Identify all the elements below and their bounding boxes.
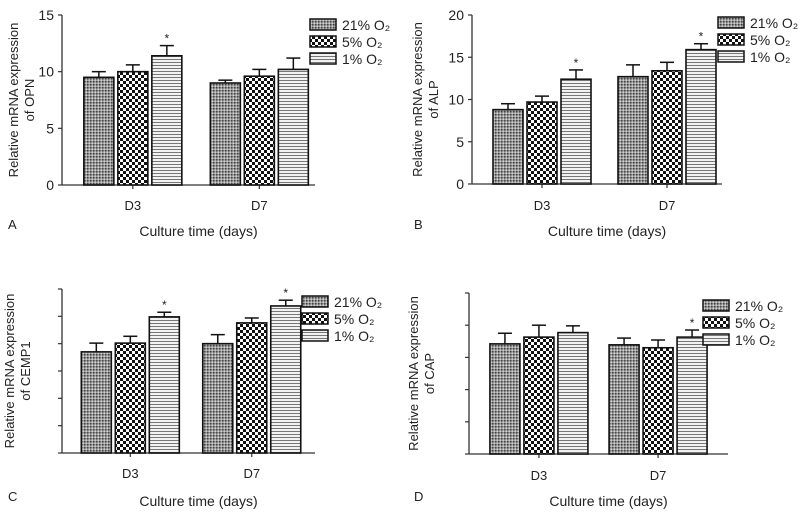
bar-d7-0 [201,342,234,454]
legend-swatch [717,16,745,29]
legend-label: 5% O₂ [735,315,775,331]
panel-c: Relative mRNA expression of CEMP1 D3 * D7 * Cu… [2,286,382,509]
bar-d3-2 [148,316,181,454]
y-tick-label: 0 [456,176,464,192]
legend-swatch [702,333,730,346]
x-axis-label: Culture time (days) [549,493,667,509]
significance-marker: * [165,32,170,46]
y-tick-label: 15 [38,7,54,23]
legend-label: 21% O₂ [342,17,390,33]
panel-b: 0 5 10 15 20 Relative mRNA expression of ALP D3… [410,7,798,239]
panel-a: 0 5 10 15 Relative mRNA expression of OPN D3 * D… [6,7,390,239]
legend-label: 1% O₂ [750,49,790,65]
panel-letter: C [8,489,17,504]
legend-swatch [309,52,337,65]
bar-d7-0 [617,75,649,185]
panel-letter: B [414,217,423,232]
significance-marker: * [699,30,704,44]
bar-d7-2 [277,68,310,186]
y-tick-label: 0 [46,177,54,193]
legend-label: 21% O₂ [750,15,798,31]
legend-swatch [309,35,337,48]
x-tick-label: D3 [531,468,548,483]
significance-marker: * [162,298,167,312]
legend: 21% O₂5% O₂1% O₂ [702,298,783,348]
legend-swatch [301,312,329,325]
bar-d3-1 [526,101,558,185]
legend-swatch [301,295,329,308]
bar-d7-2 [685,48,717,185]
bar-d3-2 [151,54,183,186]
legend-label: 1% O₂ [334,328,374,344]
y-axis-label: of CAP [422,353,437,394]
bar-d7-0 [209,82,242,186]
x-tick-label: D7 [659,198,676,213]
legend-label: 21% O₂ [334,294,382,310]
x-axis-label: Culture time (days) [139,223,257,239]
bar-d7-2 [269,305,302,454]
significance-marker: * [574,56,579,70]
x-axis-label: Culture time (days) [548,223,666,239]
bar-d7-1 [235,322,268,454]
x-tick-label: D3 [122,466,139,481]
bar-d3-0 [492,108,524,185]
legend: 21% O₂5% O₂1% O₂ [309,17,390,67]
legend-label: 1% O₂ [342,51,382,67]
y-axis-label: of ALP [426,80,441,118]
x-tick-label: D3 [125,198,142,213]
panel-letter: A [8,217,17,232]
y-axis-label: of OPN [22,79,37,122]
bar-d3-2 [560,78,592,185]
y-tick-label: 5 [456,134,464,150]
y-axis-label: Relative mRNA expression [6,23,21,178]
legend-label: 5% O₂ [750,32,790,48]
legend-label: 5% O₂ [334,311,374,327]
y-axis-label: of CEMP1 [18,341,33,400]
panel-d: Relative mRNA expression of CAP D3 D7 * Cultu… [406,292,783,509]
bar-d7-2 [676,336,708,455]
bar-d3-1 [117,70,149,186]
bar-d3-0 [83,76,115,186]
legend-swatch [702,316,730,329]
legend-swatch [717,50,745,63]
y-tick-label: 10 [38,64,54,80]
significance-marker: * [690,316,695,330]
legend-swatch [301,329,329,342]
y-axis-label: Relative mRNA expression [406,296,421,451]
legend: 21% O₂5% O₂1% O₂ [717,15,798,65]
x-tick-label: D7 [650,468,667,483]
y-tick-label: 20 [448,7,464,23]
legend-label: 21% O₂ [735,298,783,314]
bar-d3-1 [114,342,147,454]
bar-d3-0 [80,351,113,454]
y-tick-label: 5 [46,120,54,136]
bar-d7-1 [651,69,683,185]
y-tick-label: 15 [448,49,464,65]
bar-d3-0 [489,343,521,455]
legend-label: 1% O₂ [735,332,775,348]
legend-swatch [702,299,730,312]
y-axis-label: Relative mRNA expression [2,294,17,449]
panel-letter: D [414,489,423,504]
bar-d3-2 [557,331,589,455]
x-tick-label: D3 [534,198,551,213]
legend-label: 5% O₂ [342,34,382,50]
x-tick-label: D7 [243,466,260,481]
bar-d7-1 [642,346,674,455]
x-tick-label: D7 [251,198,268,213]
y-axis-label: Relative mRNA expression [410,22,425,177]
x-axis-label: Culture time (days) [139,493,257,509]
legend: 21% O₂5% O₂1% O₂ [301,294,382,344]
significance-marker: * [283,286,288,300]
legend-swatch [309,18,337,31]
legend-swatch [717,33,745,46]
bar-d7-0 [608,344,640,455]
bar-d3-1 [523,336,555,455]
y-tick-label: 10 [448,92,464,108]
bar-d7-1 [243,75,276,186]
